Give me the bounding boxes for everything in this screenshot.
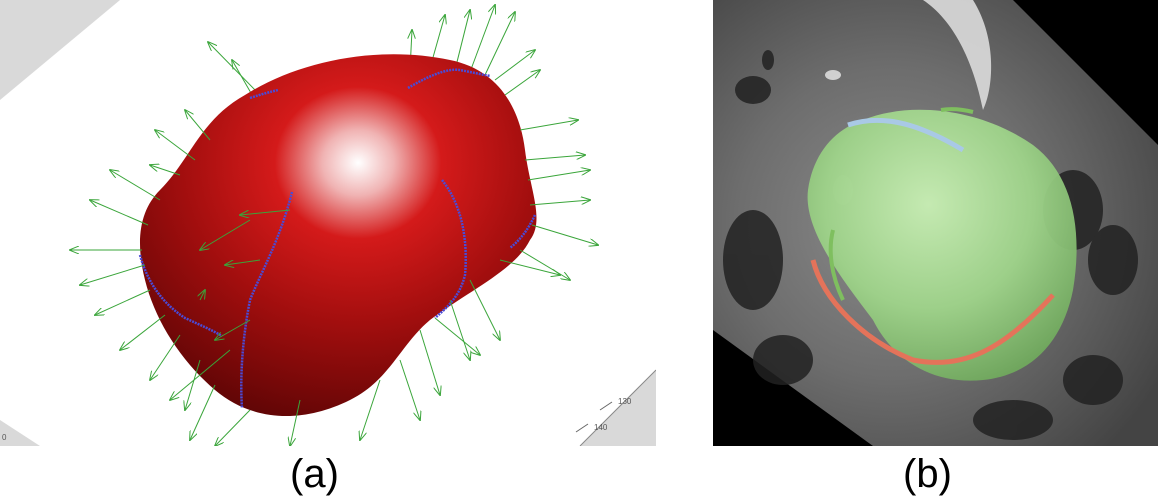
axis-tick-label: 140 xyxy=(594,423,608,432)
green-contour-top xyxy=(940,107,974,114)
surface-render-svg: 130 140 0 xyxy=(0,0,657,446)
blue-contours xyxy=(138,68,537,409)
normal-arrows-back xyxy=(208,5,540,101)
axis-tick-label: 130 xyxy=(618,397,632,406)
green-contour-left xyxy=(828,229,845,301)
normal-arrows-front xyxy=(70,110,598,446)
red-contour xyxy=(810,259,1055,365)
red-surface xyxy=(140,54,537,417)
ct-overlay-svg xyxy=(713,0,1158,446)
caption-a: (a) xyxy=(290,452,339,496)
panel-b-ct-overlay xyxy=(713,0,1158,446)
blue-contour xyxy=(847,117,965,153)
axis-tick-label: 0 xyxy=(2,433,7,442)
axis-plane-top-left xyxy=(0,0,120,100)
caption-b: (b) xyxy=(903,452,952,496)
axis-plane-bottom-left xyxy=(0,420,40,446)
panel-a-surface-render: 130 140 0 xyxy=(0,0,657,446)
green-segmentation xyxy=(807,109,1077,381)
